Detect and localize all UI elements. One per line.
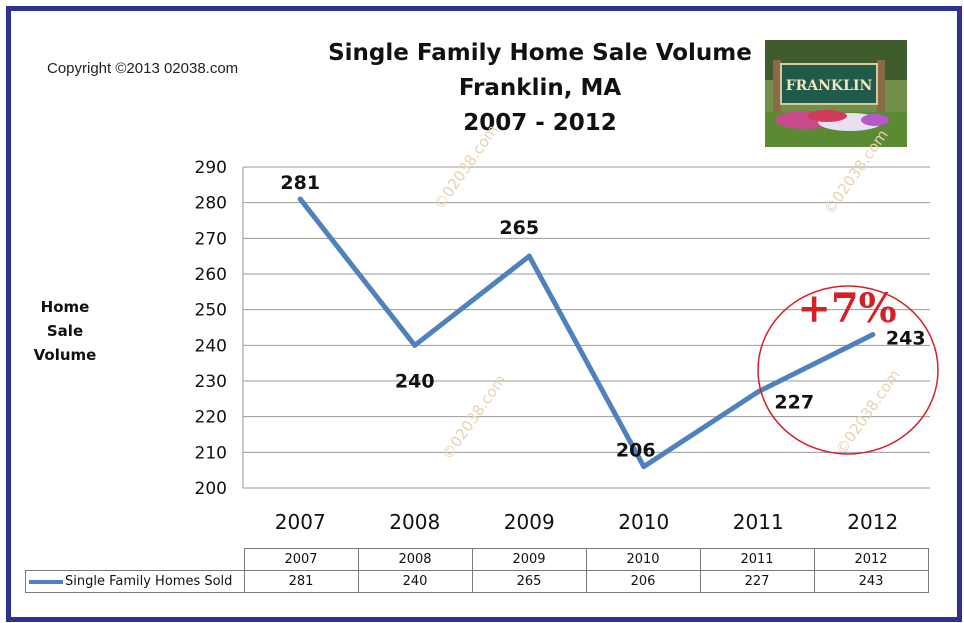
y-tick-label: 230 xyxy=(195,372,227,392)
legend-key xyxy=(29,579,63,584)
data-point xyxy=(526,253,532,259)
title-line-3: 2007 - 2012 xyxy=(463,110,617,136)
y-axis-label-line-3: Volume xyxy=(33,346,97,364)
watermark-text: ©02038.com xyxy=(832,366,904,458)
data-point xyxy=(297,196,303,202)
watermark-text: ©02038.com xyxy=(820,126,892,218)
data-point xyxy=(755,389,761,395)
y-tick-label: 250 xyxy=(195,301,227,321)
data-table-value-cell: 206 xyxy=(585,570,701,593)
y-axis-label-line-2: Sale xyxy=(46,322,84,340)
data-label: 243 xyxy=(886,328,926,350)
data-table-series-cell: Single Family Homes Sold xyxy=(25,570,245,593)
data-table-header-cell: 2012 xyxy=(813,548,929,571)
data-label: 240 xyxy=(395,370,435,392)
y-tick-label: 200 xyxy=(195,479,227,499)
series-name: Single Family Homes Sold xyxy=(65,574,233,589)
photo-sign-text: FRANKLIN xyxy=(786,78,873,94)
data-table-row: Single Family Homes Sold 281 240 265 206… xyxy=(25,570,929,593)
title-line-2: Franklin, MA xyxy=(458,75,622,101)
y-tick-label: 290 xyxy=(195,158,227,178)
y-tick-label: 260 xyxy=(195,265,227,285)
data-table-header-row: 2007 2008 2009 2010 2011 2012 xyxy=(25,548,929,571)
data-label: 227 xyxy=(774,392,814,414)
title-line-1: Single Family Home Sale Volume xyxy=(328,40,752,66)
data-table-header-cell: 2008 xyxy=(357,548,473,571)
data-table-value-cell: 265 xyxy=(471,570,587,593)
data-label: 265 xyxy=(499,217,539,239)
data-label: 281 xyxy=(280,172,320,194)
x-tick-label: 2009 xyxy=(504,510,555,534)
data-label: 206 xyxy=(616,440,656,462)
data-table-corner xyxy=(25,548,245,571)
data-table-value-cell: 227 xyxy=(699,570,815,593)
x-tick-label: 2011 xyxy=(733,510,784,534)
data-table-value-cell: 240 xyxy=(357,570,473,593)
x-tick-label: 2012 xyxy=(847,510,898,534)
franklin-sign-photo: FRANKLIN xyxy=(765,40,907,147)
data-point xyxy=(412,342,418,348)
data-table-value-cell: 281 xyxy=(243,570,359,593)
data-table-header-cell: 2011 xyxy=(699,548,815,571)
percent-change-callout: +7% xyxy=(797,285,896,332)
series-line xyxy=(297,196,876,470)
data-point xyxy=(641,464,647,470)
chart-title: Single Family Home Sale Volume Franklin,… xyxy=(320,36,760,141)
y-tick-label: 220 xyxy=(195,408,227,428)
data-table-header-cell: 2007 xyxy=(243,548,359,571)
x-tick-label: 2008 xyxy=(389,510,440,534)
data-table: 2007 2008 2009 2010 2011 2012 Single Fam… xyxy=(25,548,929,593)
y-tick-label: 240 xyxy=(195,336,227,356)
data-table-value-cell: 243 xyxy=(813,570,929,593)
data-point xyxy=(870,332,876,338)
y-axis-label-line-1: Home xyxy=(40,298,90,316)
data-table-header-cell: 2010 xyxy=(585,548,701,571)
y-tick-label: 270 xyxy=(195,229,227,249)
y-tick-label: 210 xyxy=(195,443,227,463)
highlight-circle xyxy=(757,285,939,455)
copyright-text: Copyright ©2013 02038.com xyxy=(47,60,239,77)
y-axis-label: Home Sale Volume xyxy=(20,295,110,367)
y-tick-label: 280 xyxy=(195,194,227,214)
data-table-header-cell: 2009 xyxy=(471,548,587,571)
x-tick-label: 2010 xyxy=(618,510,669,534)
x-tick-label: 2007 xyxy=(275,510,326,534)
